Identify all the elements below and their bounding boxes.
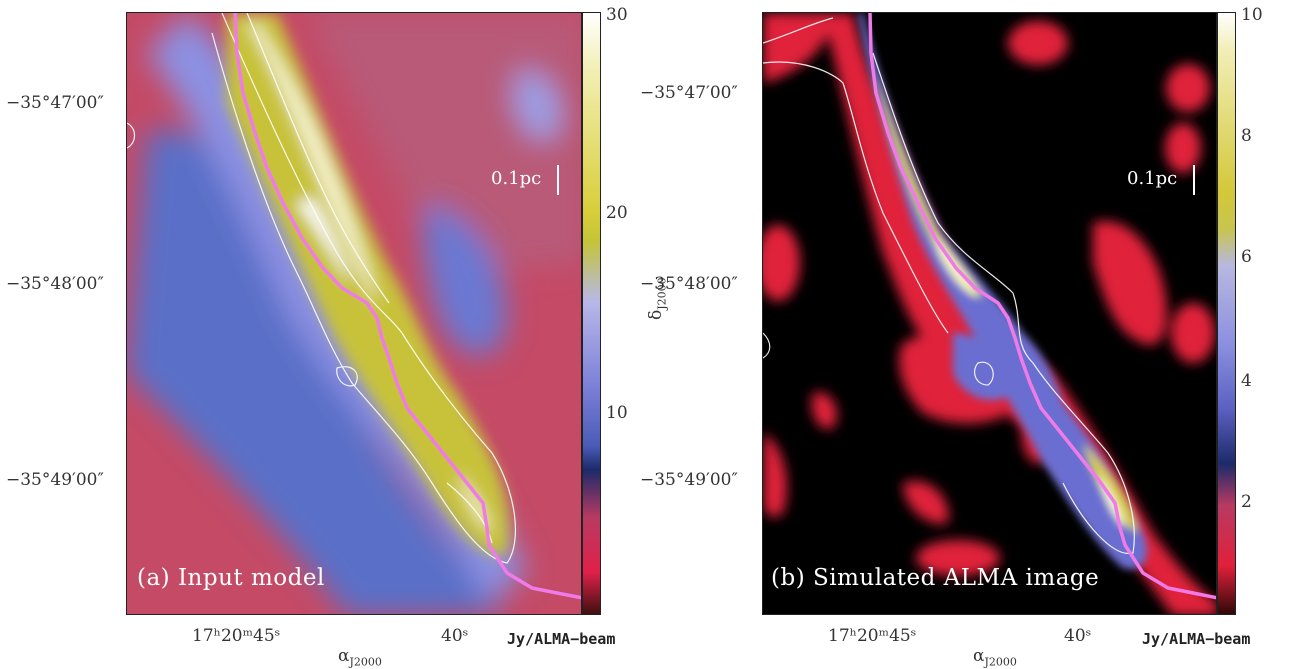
x-axis-symbol-a: α: [338, 646, 350, 666]
caption-b: (b) Simulated ALMA image: [771, 565, 1100, 591]
x-axis-symbol-b: α: [973, 646, 985, 666]
filament-path-a: [233, 13, 581, 600]
y-axis-symbol-b: δ: [646, 309, 666, 320]
map-a-image: [127, 13, 581, 614]
filament-path-b: [868, 13, 1216, 600]
map-a: (a) Input model 0.1pc: [126, 12, 582, 615]
colorbar-b-tick-6: 6: [1241, 247, 1252, 267]
ra-tick-b-45: 17ʰ20ᵐ45ˢ: [828, 626, 917, 646]
colorbar-b-tick-10: 10: [1241, 5, 1263, 25]
colorbar-b-tick-8: 8: [1241, 126, 1252, 146]
ra-tick-b-40: 40ˢ: [1064, 626, 1092, 646]
colorbar-b: [1217, 12, 1236, 615]
colorbar-a-tick-10: 10: [606, 403, 628, 423]
x-axis-sub-b: J2000: [984, 655, 1017, 669]
scale-bar-a: [557, 165, 559, 195]
x-axis-label-b: αJ2000: [973, 646, 1017, 668]
unit-label-b: Jy/ALMA−beam: [1142, 630, 1251, 648]
caption-a: (a) Input model: [137, 565, 325, 591]
map-b: (b) Simulated ALMA image 0.1pc: [762, 12, 1217, 615]
colorbar-a: [582, 12, 601, 615]
scale-bar-b: [1193, 165, 1195, 195]
x-axis-sub-a: J2000: [349, 655, 382, 669]
dec-tick-b-47: −35°47′00″: [640, 83, 738, 103]
colorbar-a-tick-30: 30: [606, 5, 628, 25]
dec-tick-a-49: −35°49′00″: [6, 470, 104, 490]
ra-tick-a-40: 40ˢ: [441, 626, 469, 646]
map-b-image: [763, 13, 1216, 614]
colorbar-a-tick-20: 20: [606, 203, 628, 223]
dec-tick-b-48: −35°48′00″: [640, 274, 738, 294]
ra-tick-a-45: 17ʰ20ᵐ45ˢ: [192, 626, 281, 646]
colorbar-b-tick-2: 2: [1241, 492, 1252, 512]
unit-label-a: Jy/ALMA−beam: [507, 630, 616, 648]
scale-label-b: 0.1pc: [1127, 168, 1178, 189]
dec-tick-a-47: −35°47′00″: [6, 93, 104, 113]
scale-label-a: 0.1pc: [491, 168, 542, 189]
x-axis-label-a: αJ2000: [338, 646, 382, 668]
dec-tick-b-49: −35°49′00″: [640, 470, 738, 490]
colorbar-b-tick-4: 4: [1241, 371, 1252, 391]
dec-tick-a-48: −35°48′00″: [6, 274, 104, 294]
